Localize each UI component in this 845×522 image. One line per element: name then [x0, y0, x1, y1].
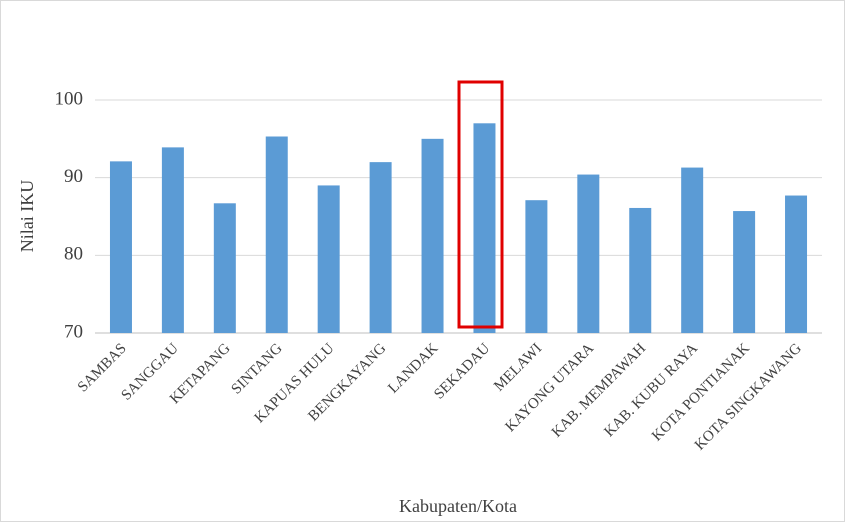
bar — [785, 195, 808, 333]
bar — [369, 162, 392, 333]
bar — [213, 203, 236, 333]
bar — [681, 167, 704, 333]
y-tick-label: 100 — [55, 88, 84, 109]
bar — [473, 123, 496, 333]
bar — [317, 185, 340, 333]
y-axis-title: Nilai IKU — [17, 180, 37, 252]
bar — [577, 174, 600, 333]
bar — [629, 207, 652, 333]
highlight-box — [457, 80, 504, 329]
bar — [109, 161, 132, 333]
y-tick-label: 80 — [64, 244, 83, 265]
y-tick-label: 90 — [64, 166, 83, 187]
x-axis-title: Kabupaten/Kota — [399, 496, 517, 516]
bar — [161, 147, 184, 333]
y-tick-label: 70 — [64, 321, 83, 342]
bar — [733, 211, 756, 333]
bar — [421, 138, 444, 333]
bar — [265, 136, 288, 333]
bar — [525, 200, 548, 333]
